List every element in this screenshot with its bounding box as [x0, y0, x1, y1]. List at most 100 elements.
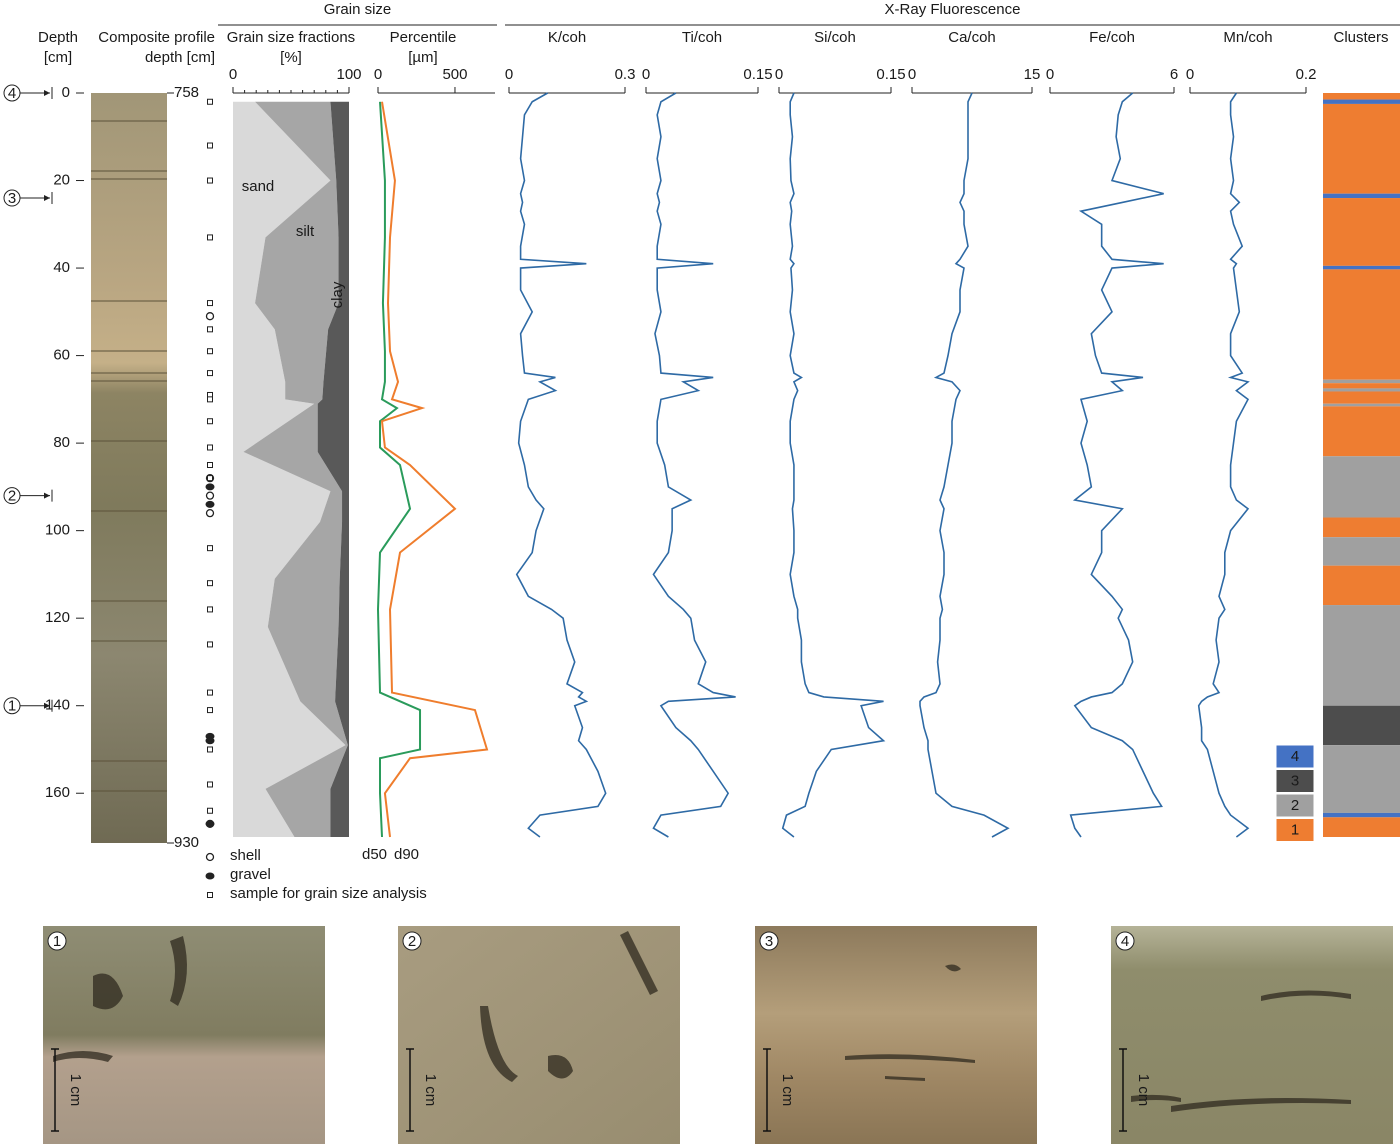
cluster-legend-box	[1275, 818, 1315, 842]
core-layer	[91, 372, 167, 374]
photo	[1111, 926, 1393, 1144]
x-tick-label: 0	[229, 66, 237, 83]
xrf-line	[1069, 92, 1164, 838]
cluster-legend-label: 3	[1291, 772, 1299, 789]
photo-number-circle	[1115, 931, 1135, 951]
sample-symbol	[207, 98, 213, 105]
core-depth-label: 930	[174, 834, 199, 851]
cluster-segment	[1323, 605, 1400, 706]
gravel-symbol	[205, 820, 215, 828]
x-tick-label: 15	[1024, 66, 1041, 83]
shell-symbol	[205, 852, 215, 862]
photo-feature	[480, 1006, 518, 1082]
grain-area	[317, 101, 349, 838]
cluster-segment	[1323, 93, 1400, 100]
column-title: Fe/coh	[1089, 29, 1135, 46]
photo-feature	[548, 1055, 573, 1079]
cluster-legend-label: 4	[1291, 748, 1299, 765]
sample-symbol	[207, 177, 213, 184]
scale-label: 1 cm	[1135, 1074, 1152, 1107]
column-title: Depth	[38, 29, 78, 46]
shell-symbol	[205, 491, 215, 500]
sample-symbol	[207, 462, 213, 468]
x-tick-label: 0	[374, 66, 382, 83]
x-tick-label: 0.2	[1296, 66, 1317, 83]
legend-label: gravel	[230, 866, 271, 883]
core-layer	[91, 640, 167, 642]
sample-symbol	[207, 689, 213, 696]
y-tick-label: 140	[45, 697, 70, 714]
grain-area	[243, 101, 348, 838]
photo-feature	[845, 1054, 975, 1063]
sample-symbol	[207, 807, 213, 814]
marker-label: 1	[8, 698, 16, 715]
core-depth-label: 758	[174, 84, 199, 101]
cluster-segment	[1323, 456, 1400, 518]
grain-area	[233, 101, 346, 838]
photo-number-circle	[402, 931, 422, 951]
cluster-segment	[1323, 379, 1400, 384]
photo-feature	[170, 936, 187, 1006]
cluster-legend-box	[1275, 744, 1315, 769]
sample-symbol	[207, 300, 213, 307]
core-layer	[91, 790, 167, 792]
marker-label: 4	[8, 85, 16, 102]
gravel-symbol	[205, 483, 215, 491]
y-tick-label: 120	[45, 609, 70, 626]
sample-symbol	[207, 234, 213, 241]
cluster-segment	[1323, 517, 1400, 538]
column-title: Composite profile	[98, 29, 215, 46]
xrf-line	[1197, 92, 1250, 838]
sample-symbol	[207, 396, 213, 403]
xrf-line	[652, 92, 736, 838]
core-layer	[91, 440, 167, 442]
legend-label: shell	[230, 847, 261, 864]
sample-symbol	[207, 545, 213, 552]
y-tick-label: 40	[53, 259, 70, 276]
cluster-segment	[1323, 537, 1400, 566]
marker-head	[44, 492, 50, 499]
photo-number: 4	[1121, 933, 1129, 950]
x-tick-label: 0.15	[876, 66, 905, 83]
column-title: [cm]	[44, 49, 72, 66]
photo-feature	[620, 931, 658, 995]
sample-symbol	[207, 475, 213, 482]
core-photo	[91, 93, 167, 843]
cluster-segment	[1323, 198, 1400, 266]
cluster-segment	[1323, 812, 1400, 818]
cluster-legend-box	[1275, 793, 1315, 818]
x-tick-label: 0	[775, 66, 783, 83]
scale-label: 1 cm	[422, 1074, 439, 1107]
gravel-symbol	[205, 872, 215, 880]
sample-symbol	[207, 892, 213, 898]
marker-label: 2	[8, 488, 16, 505]
xrf-line	[515, 92, 607, 838]
core-layer	[91, 170, 167, 172]
marker-label: 3	[8, 190, 16, 207]
group-title: Grain size	[324, 1, 392, 18]
sample-symbol	[207, 348, 213, 355]
column-title: Clusters	[1333, 29, 1388, 46]
legend-label: sample for grain size analysis	[230, 885, 427, 902]
x-tick-label: 6	[1170, 66, 1178, 83]
gravel-symbol	[205, 500, 215, 508]
legend-label: d90	[394, 846, 419, 863]
shell-symbol	[205, 312, 215, 321]
column-unit: [µm]	[408, 49, 437, 66]
y-tick-label: 0	[62, 84, 70, 101]
photo-feature	[53, 1051, 113, 1062]
column-title: K/coh	[548, 29, 586, 46]
y-tick-label: 20	[53, 171, 70, 188]
photo-number: 2	[408, 933, 416, 950]
sample-symbol	[207, 707, 213, 714]
cluster-segment	[1323, 391, 1400, 404]
gravel-symbol	[205, 737, 215, 745]
y-tick-label: 60	[53, 347, 70, 364]
cluster-segment	[1323, 99, 1400, 104]
core-layer	[91, 380, 167, 382]
photo-feature	[1171, 1098, 1351, 1112]
core-layer	[91, 178, 167, 180]
x-tick-label: 0	[505, 66, 513, 83]
cluster-segment	[1323, 745, 1400, 813]
